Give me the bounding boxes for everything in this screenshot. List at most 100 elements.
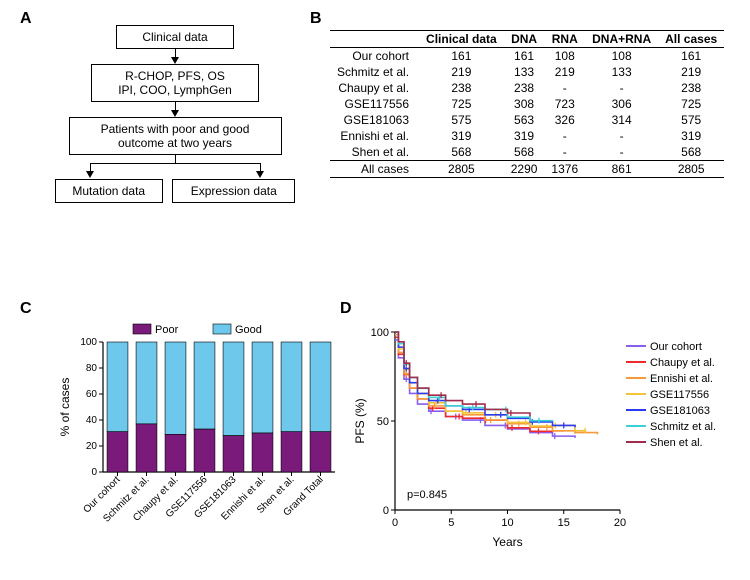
table-row: Chaupy et al.238238--238 [330,80,724,96]
svg-text:50: 50 [377,416,389,428]
flow-box-criteria: R-CHOP, PFS, OS IPI, COO, LymphGen [91,64,259,102]
col-header: RNA [544,31,585,48]
table-cell: 161 [419,48,504,65]
table-cell: - [544,144,585,161]
svg-text:60: 60 [86,389,98,400]
svg-text:15: 15 [558,517,570,529]
table-cell: 1376 [544,161,585,178]
table-row: Shen et al.568568--568 [330,144,724,161]
table-header-row: Clinical data DNA RNA DNA+RNA All cases [330,31,724,48]
table-cell: 319 [504,128,545,144]
table-cell: 326 [544,112,585,128]
svg-text:GSE181063: GSE181063 [650,405,710,417]
panel-label-c: C [20,300,32,318]
svg-text:20: 20 [86,441,98,452]
svg-text:% of cases: % of cases [58,378,72,437]
table-cell: - [544,128,585,144]
table-cell: 308 [504,96,545,112]
table-cell: - [585,128,658,144]
table-row: GSE117556725308723306725 [330,96,724,112]
col-header: DNA+RNA [585,31,658,48]
table-cell: 319 [658,128,724,144]
table-cell: 238 [658,80,724,96]
panel-b-table: Clinical data DNA RNA DNA+RNA All cases … [330,30,724,178]
table-cell: 108 [544,48,585,65]
table-row: Schmitz et al.219133219133219 [330,64,724,80]
flow-box-expression: Expression data [172,179,295,203]
table-cell: 568 [504,144,545,161]
col-header: DNA [504,31,545,48]
svg-text:0: 0 [392,517,398,529]
svg-text:p=0.845: p=0.845 [407,489,447,501]
table-cell: 575 [419,112,504,128]
svg-text:GSE117556: GSE117556 [650,389,709,401]
flow-text: R-CHOP, PFS, OS [100,69,250,83]
table-cell: 2805 [419,161,504,178]
row-header: Chaupy et al. [330,80,419,96]
table-row: Ennishi et al.319319--319 [330,128,724,144]
svg-text:80: 80 [86,363,98,374]
table-cell: 575 [658,112,724,128]
row-header: Schmitz et al. [330,64,419,80]
table-cell: 319 [419,128,504,144]
row-header: Shen et al. [330,144,419,161]
flow-box-clinical: Clinical data [116,25,234,49]
svg-text:100: 100 [371,327,389,339]
panel-d-survival: 05010005101520YearsPFS (%)p=0.845Our coh… [350,320,730,550]
flow-box-mutation: Mutation data [55,179,163,203]
row-header: GSE117556 [330,96,419,112]
table-cell: 725 [419,96,504,112]
svg-text:Schmitz et al.: Schmitz et al. [650,421,716,433]
table-cell: 238 [419,80,504,96]
panel-label-b: B [310,10,322,28]
panel-label-d: D [340,300,352,318]
svg-text:PFS (%): PFS (%) [353,398,367,443]
svg-text:40: 40 [86,415,98,426]
svg-text:Chaupy et al.: Chaupy et al. [650,357,715,369]
svg-text:Years: Years [492,535,522,549]
flow-text: Patients with poor and good [78,122,273,136]
table-row: GSE181063575563326314575 [330,112,724,128]
table-cell: 306 [585,96,658,112]
panel-a-flowchart: Clinical data R-CHOP, PFS, OS IPI, COO, … [50,25,300,203]
svg-text:0: 0 [91,467,97,478]
row-header: Ennishi et al. [330,128,419,144]
table-cell: 568 [419,144,504,161]
table-cell: 219 [419,64,504,80]
svg-text:20: 20 [614,517,626,529]
table-cell: 161 [504,48,545,65]
table-cell: 861 [585,161,658,178]
table-cell: 238 [504,80,545,96]
table-cell: 568 [658,144,724,161]
table-cell: - [585,80,658,96]
table-cell: 219 [544,64,585,80]
table-cell: 314 [585,112,658,128]
table-cell: 2805 [658,161,724,178]
table-cell: 133 [504,64,545,80]
row-header: Our cohort [330,48,419,65]
table-cell: - [544,80,585,96]
svg-text:0: 0 [383,505,389,517]
table-cell: 723 [544,96,585,112]
table-row: Our cohort161161108108161 [330,48,724,65]
flow-text: IPI, COO, LymphGen [100,83,250,97]
table-cell: 133 [585,64,658,80]
table-cell: 108 [585,48,658,65]
svg-text:Shen et al.: Shen et al. [650,437,703,449]
table-cell: 725 [658,96,724,112]
col-header: All cases [658,31,724,48]
flow-box-outcome: Patients with poor and good outcome at t… [69,117,282,155]
svg-text:Our cohort: Our cohort [650,341,702,353]
table-cell: - [585,144,658,161]
table-cell: 219 [658,64,724,80]
table-cell: 2290 [504,161,545,178]
svg-text:Poor: Poor [155,324,179,336]
panel-label-a: A [20,10,32,28]
col-header: Clinical data [419,31,504,48]
table-cell: 161 [658,48,724,65]
svg-text:Ennishi et al.: Ennishi et al. [650,373,713,385]
panel-c-barchart: 020406080100% of casesOur cohortSchmitz … [55,320,325,550]
svg-text:5: 5 [448,517,454,529]
flow-text: outcome at two years [78,136,273,150]
table-total-row: All cases2805229013768612805 [330,161,724,178]
